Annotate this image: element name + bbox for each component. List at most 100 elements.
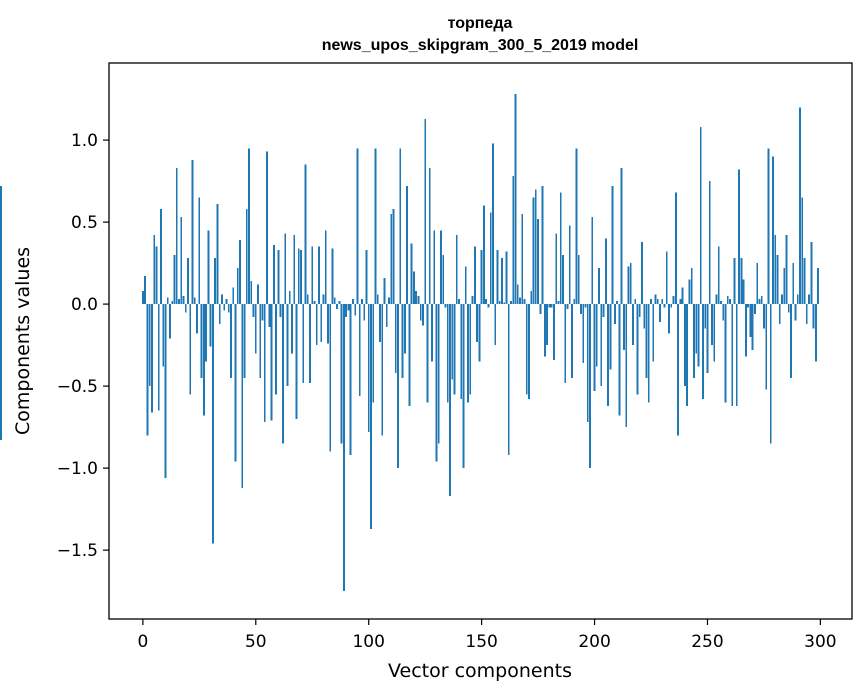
x-tick-label: 200 — [578, 632, 610, 652]
bar — [164, 304, 167, 478]
bar — [724, 304, 727, 403]
bar — [674, 192, 677, 305]
bar — [729, 299, 731, 305]
bar — [722, 304, 725, 321]
bar — [297, 248, 300, 305]
bar — [232, 287, 235, 305]
bar — [799, 107, 801, 305]
bar — [618, 304, 621, 416]
bar — [444, 304, 447, 308]
bar — [392, 208, 395, 305]
bar — [230, 304, 232, 378]
bar — [632, 304, 634, 346]
bar — [399, 148, 402, 305]
x-tick-label: 50 — [245, 632, 267, 652]
bar — [582, 304, 585, 364]
bar — [559, 192, 562, 305]
bar — [501, 258, 503, 305]
bar — [218, 304, 221, 324]
bar — [688, 279, 691, 305]
bar — [141, 290, 144, 305]
bar — [765, 304, 768, 390]
chart-subtitle: news_upos_skipgram_300_5_2019 model — [322, 37, 639, 54]
bar — [566, 304, 569, 310]
bar — [571, 304, 573, 378]
bar — [715, 294, 718, 305]
bar — [270, 304, 273, 421]
bar — [661, 299, 664, 305]
bar — [702, 304, 704, 400]
bar — [767, 148, 770, 305]
bar — [354, 304, 357, 316]
x-tick-label: 250 — [691, 632, 723, 652]
bar — [760, 295, 763, 305]
bar — [600, 304, 603, 387]
bar — [693, 304, 695, 378]
bar — [417, 295, 420, 305]
bar — [322, 294, 325, 305]
bar — [202, 304, 205, 416]
bar — [182, 295, 185, 305]
bar — [695, 304, 698, 354]
bar — [166, 297, 169, 305]
bar — [744, 304, 747, 357]
bar — [654, 294, 657, 305]
bar — [510, 300, 512, 305]
bar — [227, 304, 230, 313]
bar — [250, 281, 253, 305]
bar — [196, 304, 198, 334]
bar — [763, 304, 765, 329]
bar — [794, 304, 797, 321]
bar — [731, 304, 734, 406]
bar — [440, 230, 442, 305]
bar — [205, 304, 208, 362]
bar — [173, 254, 176, 305]
bar — [302, 304, 305, 383]
bar — [796, 294, 799, 305]
bar — [157, 304, 160, 411]
bar — [790, 304, 792, 378]
bar — [374, 148, 377, 305]
bar — [647, 304, 650, 403]
bar — [331, 248, 334, 305]
bar — [225, 299, 228, 305]
bar — [376, 294, 379, 305]
bar — [410, 243, 413, 305]
bar — [304, 164, 307, 305]
bar — [742, 279, 745, 305]
bar — [580, 304, 582, 314]
bar — [528, 304, 530, 400]
bar — [471, 295, 474, 305]
x-tick-label: 0 — [137, 632, 148, 652]
bar — [778, 304, 781, 324]
bar — [602, 304, 605, 318]
bar — [595, 304, 598, 367]
bar — [469, 304, 472, 395]
bar — [291, 304, 293, 354]
y-tick-label: 0.0 — [71, 295, 98, 315]
bar — [785, 235, 788, 305]
bar — [254, 304, 257, 354]
bar — [146, 304, 149, 436]
bar — [390, 213, 393, 305]
bar — [713, 304, 716, 362]
bar — [169, 304, 171, 339]
bar — [543, 304, 546, 357]
bar — [704, 304, 707, 329]
bar — [787, 304, 790, 313]
bar — [261, 304, 264, 321]
bar — [638, 304, 641, 318]
bar — [537, 218, 539, 305]
y-axis-label: Components values — [12, 247, 34, 435]
bar — [286, 304, 289, 387]
bar — [706, 304, 709, 373]
bar — [749, 304, 752, 337]
bar — [665, 251, 668, 305]
bar — [266, 151, 268, 305]
bar — [516, 284, 519, 305]
bar — [726, 295, 729, 305]
bar — [514, 94, 517, 305]
bar — [643, 304, 646, 329]
bar — [555, 233, 558, 305]
x-tick-label: 300 — [804, 632, 836, 652]
